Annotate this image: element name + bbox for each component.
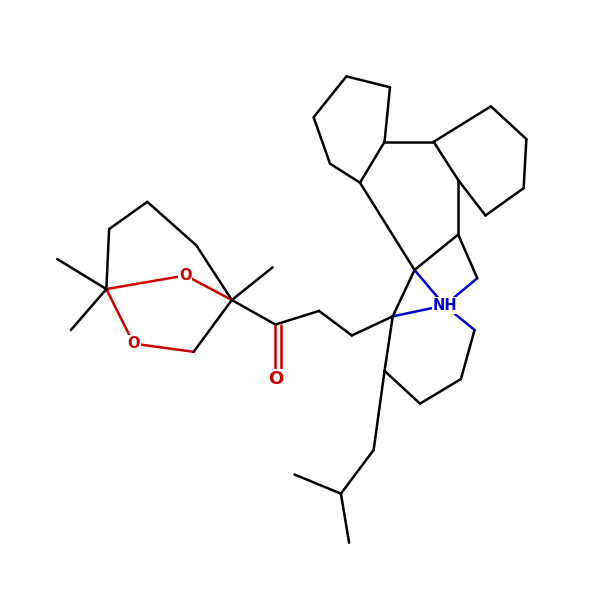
Text: O: O	[268, 370, 283, 388]
Text: O: O	[179, 268, 192, 283]
Text: NH: NH	[432, 298, 457, 313]
Text: O: O	[127, 336, 140, 351]
